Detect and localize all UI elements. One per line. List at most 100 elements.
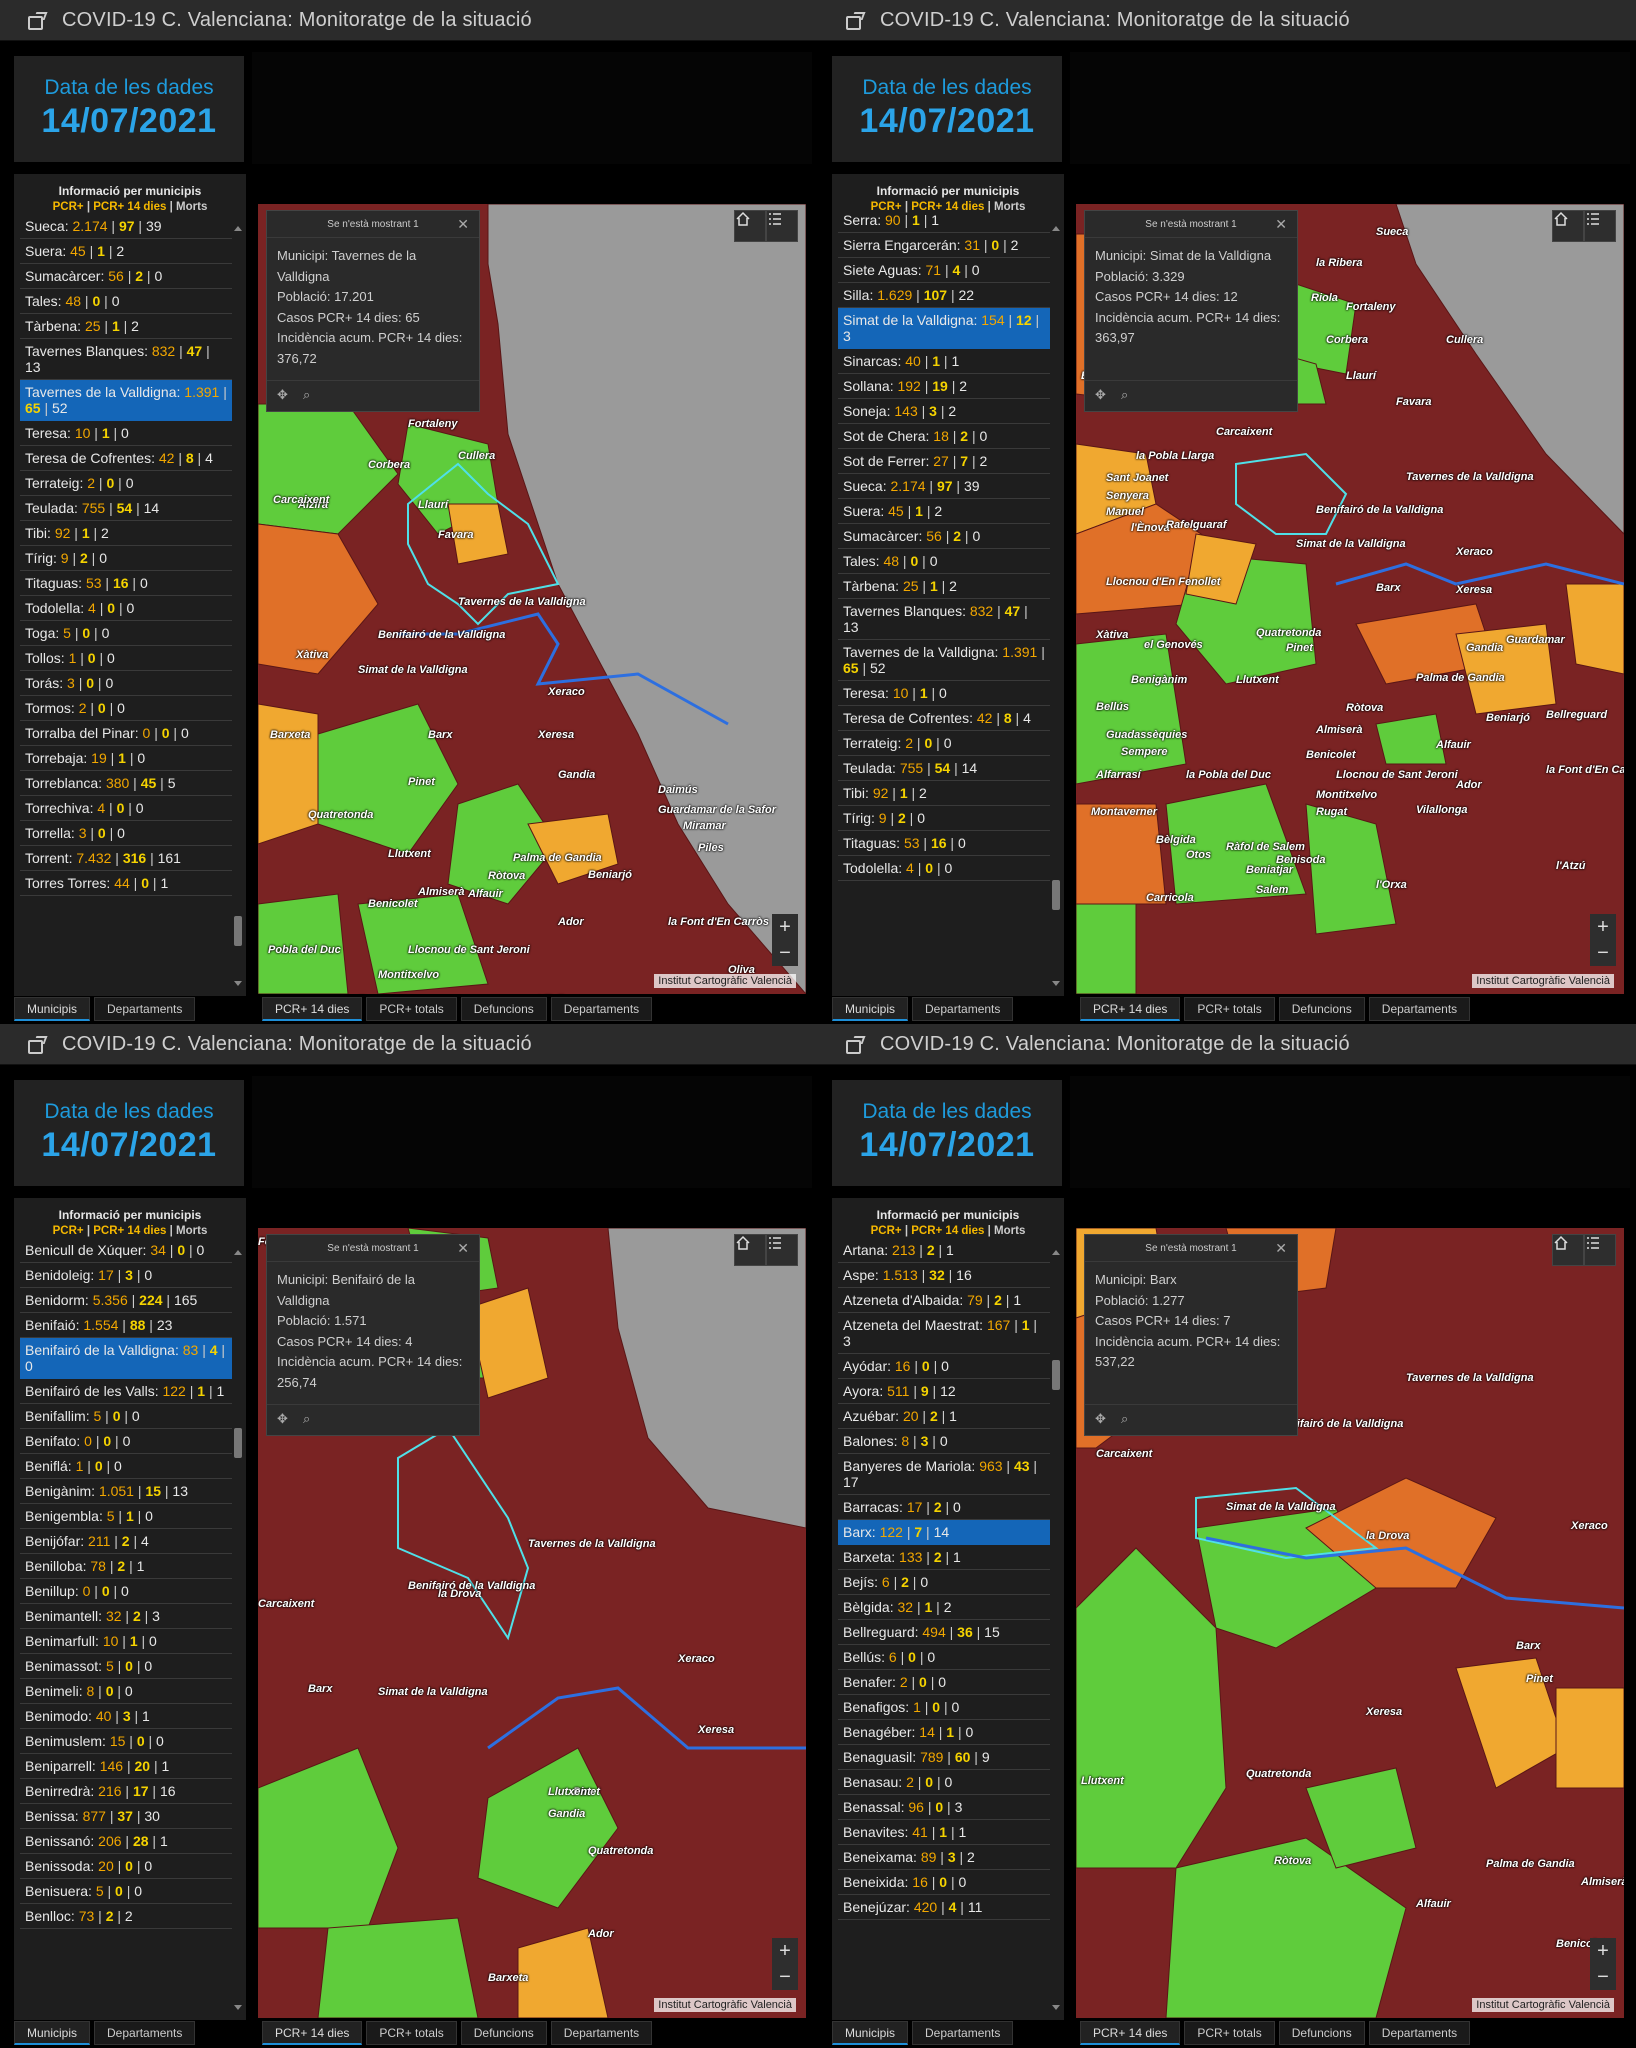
list-item[interactable]: Benafigos: 1 | 0 | 0 [838,1695,1050,1720]
tab-pcr-14-dies[interactable]: PCR+ 14 dies [262,997,363,1021]
list-item[interactable]: Beneixama: 89 | 3 | 2 [838,1845,1050,1870]
list-item[interactable]: Torrechiva: 4 | 0 | 0 [20,796,232,821]
home-button[interactable] [734,1234,766,1266]
list-item[interactable]: Benillup: 0 | 0 | 0 [20,1579,232,1604]
municipality-area[interactable] [317,703,459,855]
list-item[interactable]: Azuébar: 20 | 2 | 1 [838,1404,1050,1429]
tab-pcr-14-dies[interactable]: PCR+ 14 dies [1080,997,1181,1021]
zoom-in-button[interactable]: + [1590,914,1616,940]
list-item[interactable]: Tàrbena: 25 | 1 | 2 [838,574,1050,599]
tab-municipis[interactable]: Municipis [14,997,91,1021]
municipality-area[interactable] [1165,783,1307,905]
list-item[interactable]: Benaguasil: 789 | 60 | 9 [838,1745,1050,1770]
zoom-in-button[interactable]: + [772,914,798,940]
list-item[interactable]: Titaguas: 53 | 16 | 0 [20,571,232,596]
list-item[interactable]: Sot de Ferrer: 27 | 7 | 2 [838,449,1050,474]
list-item[interactable]: Aspe: 1.513 | 32 | 16 [838,1263,1050,1288]
layer-list-button[interactable] [766,1234,798,1266]
list-item[interactable]: Silla: 1.629 | 107 | 22 [838,283,1050,308]
list-item[interactable]: Benafer: 2 | 0 | 0 [838,1670,1050,1695]
scroll-down-icon[interactable] [234,981,242,986]
home-button[interactable] [734,210,766,242]
list-item[interactable]: Torrent: 7.432 | 316 | 161 [20,846,232,871]
zoom-out-button[interactable]: − [772,1964,798,1990]
list-item[interactable]: Benassal: 96 | 0 | 3 [838,1795,1050,1820]
list-item[interactable]: Atzeneta d'Albaida: 79 | 2 | 1 [838,1288,1050,1313]
layer-list-button[interactable] [766,210,798,242]
list-item[interactable]: Benimassot: 5 | 0 | 0 [20,1654,232,1679]
tab-departaments[interactable]: Departaments [912,2021,1014,2045]
home-button[interactable] [1552,210,1584,242]
list-item[interactable]: Serra: 90 | 1 | 1 [838,208,1050,233]
municipality-area[interactable] [477,1747,619,1909]
municipality-list[interactable]: Serra: 90 | 1 | 1 Sierra Engarcerán: 31 |… [838,208,1050,978]
list-item[interactable]: Benejúzar: 420 | 4 | 11 [838,1895,1050,1920]
list-item[interactable]: Bellreguard: 494 | 36 | 15 [838,1620,1050,1645]
map-view[interactable]: Tavernes de la Valldigna Benifairó de la … [1076,1228,1624,2018]
list-item[interactable]: Benimantell: 32 | 2 | 3 [20,1604,232,1629]
zoom-out-button[interactable]: − [1590,940,1616,966]
tab-pcr-totals[interactable]: PCR+ totals [1184,2021,1275,2045]
map-view[interactable]: Sueca la Ribera Riola Fortaleny Cullera Corbe… [1076,204,1624,994]
tab-departaments[interactable]: Departaments [1368,2021,1471,2045]
move-icon[interactable]: ✥ [1095,387,1106,402]
municipality-area[interactable] [317,1917,479,2018]
tab-departaments[interactable]: Departaments [912,997,1014,1021]
list-item[interactable]: Benifairó de la Valldigna: 83 | 4 | 0 [20,1338,232,1379]
list-scrollbar[interactable] [232,226,244,986]
municipality-list[interactable]: Artana: 213 | 2 | 1 Aspe: 1.513 | 32 | 16… [838,1238,1050,2008]
list-item[interactable]: Tírig: 9 | 2 | 0 [838,806,1050,831]
list-item[interactable]: Barx: 122 | 7 | 14 [838,1520,1050,1545]
municipality-area[interactable] [1076,633,1187,785]
list-item[interactable]: Benifaió: 1.554 | 88 | 23 [20,1313,232,1338]
list-item[interactable]: Artana: 213 | 2 | 1 [838,1238,1050,1263]
list-item[interactable]: Benagéber: 14 | 1 | 0 [838,1720,1050,1745]
list-item[interactable]: Benirredrà: 216 | 17 | 16 [20,1779,232,1804]
list-item[interactable]: Torrella: 3 | 0 | 0 [20,821,232,846]
list-item[interactable]: Teulada: 755 | 54 | 14 [20,496,232,521]
scroll-thumb[interactable] [1052,1360,1060,1390]
list-item[interactable]: Benasau: 2 | 0 | 0 [838,1770,1050,1795]
list-item[interactable]: Banyeres de Mariola: 963 | 43 | 17 [838,1454,1050,1495]
list-item[interactable]: Barracas: 17 | 2 | 0 [838,1495,1050,1520]
list-item[interactable]: Tavernes Blanques: 832 | 47 | 13 [838,599,1050,640]
scroll-up-icon[interactable] [234,1250,242,1255]
tab-departaments[interactable]: Departaments [94,997,196,1021]
list-item[interactable]: Toga: 5 | 0 | 0 [20,621,232,646]
zoom-to-icon[interactable]: ⌕ [1121,387,1129,402]
tab-departaments[interactable]: Departaments [94,2021,196,2045]
list-item[interactable]: Sollana: 192 | 19 | 2 [838,374,1050,399]
close-icon[interactable]: ✕ [457,1240,469,1256]
tab-municipis[interactable]: Municipis [832,2021,909,2045]
list-item[interactable]: Titaguas: 53 | 16 | 0 [838,831,1050,856]
list-item[interactable]: Benijófar: 211 | 2 | 4 [20,1529,232,1554]
list-item[interactable]: Torres Torres: 44 | 0 | 1 [20,871,232,896]
municipality-area[interactable] [1305,1477,1497,1589]
scroll-down-icon[interactable] [1052,981,1060,986]
list-item[interactable]: Benissa: 877 | 37 | 30 [20,1804,232,1829]
list-item[interactable]: Teulada: 755 | 54 | 14 [838,756,1050,781]
list-scrollbar[interactable] [1050,1250,1062,2010]
zoom-out-button[interactable]: − [772,940,798,966]
list-item[interactable]: Terrateig: 2 | 0 | 0 [20,471,232,496]
list-item[interactable]: Sot de Chera: 18 | 2 | 0 [838,424,1050,449]
list-item[interactable]: Tàrbena: 25 | 1 | 2 [20,314,232,339]
list-item[interactable]: Torralba del Pinar: 0 | 0 | 0 [20,721,232,746]
list-item[interactable]: Simat de la Valldigna: 154 | 12 | 3 [838,308,1050,349]
municipality-area[interactable] [258,523,379,675]
list-item[interactable]: Beniparrell: 146 | 20 | 1 [20,1754,232,1779]
list-item[interactable]: Bejís: 6 | 2 | 0 [838,1570,1050,1595]
list-item[interactable]: Todolella: 4 | 0 | 0 [20,596,232,621]
list-item[interactable]: Benicull de Xúquer: 34 | 0 | 0 [20,1238,232,1263]
list-item[interactable]: Benissanó: 206 | 28 | 1 [20,1829,232,1854]
list-item[interactable]: Benimuslem: 15 | 0 | 0 [20,1729,232,1754]
tab-pcr-14-dies[interactable]: PCR+ 14 dies [262,2021,363,2045]
tab-defuncions[interactable]: Defuncions [460,997,547,1021]
scroll-down-icon[interactable] [1052,2005,1060,2010]
list-item[interactable]: Suera: 45 | 1 | 2 [838,499,1050,524]
list-item[interactable]: Todolella: 4 | 0 | 0 [838,856,1050,881]
list-item[interactable]: Benlloc: 73 | 2 | 2 [20,1904,232,1929]
municipality-area[interactable] [258,703,319,845]
list-item[interactable]: Tales: 48 | 0 | 0 [838,549,1050,574]
